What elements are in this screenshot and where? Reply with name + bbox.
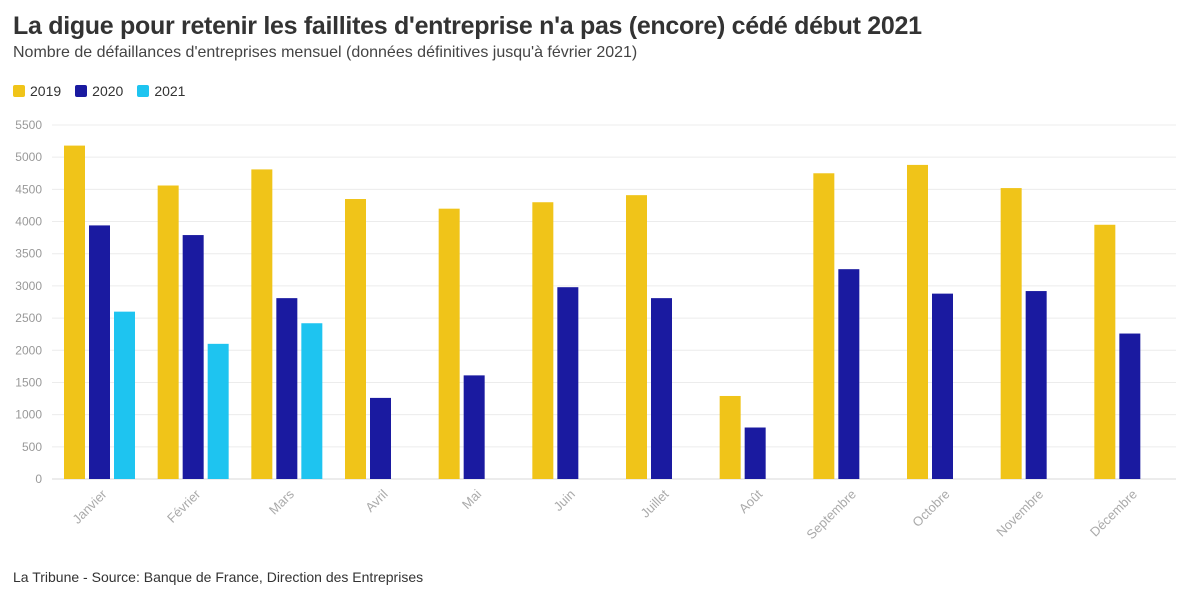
bar-2020-mai[interactable] — [463, 375, 485, 479]
legend-item-2021[interactable]: 2021 — [137, 83, 185, 99]
y-axis-ticks: 0 500 1000 1500 2000 2500 3000 3500 4000 4500 5000… — [15, 118, 42, 486]
y-tick-label: 2000 — [15, 343, 42, 357]
bar-2021-janvier[interactable] — [114, 311, 135, 479]
bar-2020-août[interactable] — [744, 427, 766, 479]
bar-2021-février[interactable] — [207, 343, 229, 479]
legend: 2019 2020 2021 — [13, 83, 185, 99]
x-tick-label: Mai — [459, 486, 484, 511]
x-tick-label: Août — [736, 486, 766, 516]
bar-2019-mai[interactable] — [438, 208, 460, 479]
y-tick-label: 0 — [35, 472, 42, 486]
source-note: La Tribune - Source: Banque de France, D… — [13, 569, 424, 585]
bar-2019-septembre[interactable] — [813, 173, 835, 480]
grid-lines — [52, 124, 1176, 480]
bar-2020-juillet[interactable] — [651, 298, 672, 479]
y-tick-label: 1500 — [15, 375, 42, 389]
legend-label-2019: 2019 — [30, 83, 62, 99]
y-tick-label: 2500 — [15, 311, 42, 325]
x-tick-label: Février — [164, 486, 204, 526]
bar-2021-mars[interactable] — [301, 323, 323, 479]
chart-subtitle: Nombre de défaillances d'entreprises men… — [13, 44, 638, 61]
bar-2020-février[interactable] — [182, 235, 204, 479]
legend-item-2019[interactable]: 2019 — [13, 83, 61, 99]
x-tick-label: Juin — [550, 487, 577, 514]
x-tick-label: Mars — [266, 486, 297, 517]
bar-2020-décembre[interactable] — [1119, 333, 1141, 479]
bar-2019-août[interactable] — [719, 395, 741, 479]
y-tick-label: 1000 — [15, 408, 42, 422]
y-tick-label: 5000 — [15, 150, 42, 164]
legend-item-2020[interactable]: 2020 — [75, 83, 123, 99]
bar-2019-janvier[interactable] — [64, 145, 85, 479]
x-tick-label: Novembre — [993, 487, 1046, 540]
bar-2020-septembre[interactable] — [838, 269, 860, 479]
x-tick-label: Décembre — [1087, 487, 1140, 540]
y-tick-label: 4500 — [15, 182, 42, 196]
bar-2019-avril[interactable] — [345, 199, 366, 479]
bar-2020-mars[interactable] — [276, 298, 298, 479]
y-tick-label: 3500 — [15, 247, 42, 261]
bar-2019-mars[interactable] — [251, 169, 273, 480]
bar-2020-novembre[interactable] — [1025, 291, 1047, 479]
bars — [64, 145, 1141, 480]
x-tick-label: Octobre — [909, 487, 952, 530]
bar-2020-avril[interactable] — [370, 397, 391, 479]
legend-label-2021: 2021 — [154, 83, 186, 99]
x-tick-label: Janvier — [69, 486, 110, 527]
bar-2020-octobre[interactable] — [932, 293, 953, 479]
bar-2020-janvier[interactable] — [89, 225, 110, 479]
x-tick-label: Juillet — [638, 486, 672, 520]
bar-2019-juin[interactable] — [532, 202, 554, 479]
y-tick-label: 500 — [22, 440, 42, 454]
legend-swatch-2019 — [13, 85, 25, 97]
legend-label-2020: 2020 — [92, 83, 124, 99]
bar-2019-décembre[interactable] — [1094, 224, 1116, 479]
bar-2019-novembre[interactable] — [1000, 188, 1022, 480]
bar-2019-février[interactable] — [157, 185, 179, 479]
x-tick-label: Avril — [362, 486, 390, 514]
x-axis-ticks: Janvier Février Mars Avril Mai Juin Juillet Aoû… — [69, 486, 1140, 542]
y-tick-label: 4000 — [15, 215, 42, 229]
bar-2019-octobre[interactable] — [907, 164, 928, 479]
y-tick-label: 3000 — [15, 279, 42, 293]
legend-swatch-2021 — [137, 85, 150, 97]
x-tick-label: Septembre — [803, 487, 859, 543]
chart-title: La digue pour retenir les faillites d'en… — [13, 12, 922, 40]
legend-swatch-2020 — [75, 85, 88, 97]
y-tick-label: 5500 — [15, 118, 42, 132]
bar-2019-juillet[interactable] — [626, 195, 647, 479]
bar-2020-juin[interactable] — [557, 287, 579, 479]
